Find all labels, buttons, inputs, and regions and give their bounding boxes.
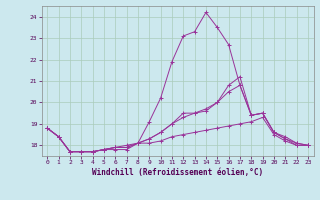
X-axis label: Windchill (Refroidissement éolien,°C): Windchill (Refroidissement éolien,°C)	[92, 168, 263, 177]
